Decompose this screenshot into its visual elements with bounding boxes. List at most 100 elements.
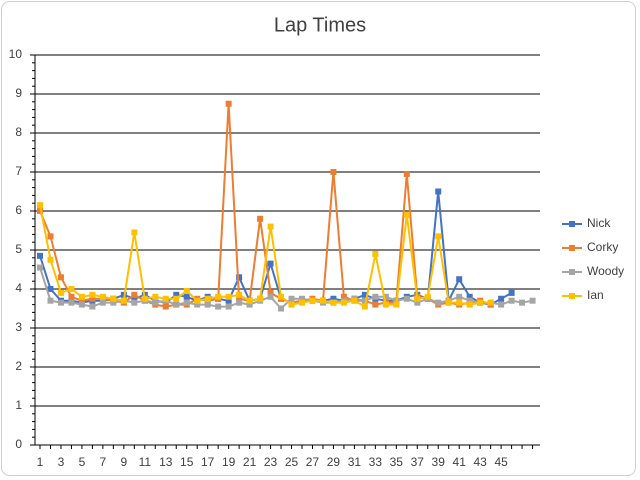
- x-tick-label: 3: [58, 455, 65, 469]
- legend-marker: [569, 269, 575, 275]
- data-point: [89, 291, 96, 298]
- y-tick-label: 4: [15, 281, 22, 295]
- x-tick-label: 23: [264, 455, 278, 469]
- data-point: [47, 286, 54, 292]
- data-point: [183, 299, 190, 306]
- x-tick-label: 7: [100, 455, 107, 469]
- y-tick-label: 3: [15, 320, 22, 334]
- x-tick-label: 27: [306, 455, 320, 469]
- data-point: [89, 295, 96, 302]
- data-point: [225, 297, 232, 304]
- data-point: [403, 211, 410, 218]
- y-tick-label: 5: [15, 242, 22, 256]
- data-point: [131, 291, 138, 298]
- data-point: [225, 293, 232, 300]
- x-tick-label: 33: [369, 455, 383, 469]
- data-point: [361, 297, 368, 304]
- data-point: [299, 299, 305, 306]
- legend-label: Woody: [587, 264, 624, 278]
- x-tick-label: 5: [79, 455, 86, 469]
- data-point: [120, 297, 127, 304]
- data-point: [508, 289, 515, 296]
- data-point: [288, 301, 295, 308]
- data-point: [414, 299, 421, 306]
- legend-label: Ian: [587, 288, 604, 302]
- data-point: [173, 291, 180, 298]
- data-point: [519, 299, 526, 306]
- data-point: [37, 252, 43, 259]
- data-point: [99, 299, 106, 306]
- data-point: [424, 293, 431, 300]
- y-tick-label: 9: [15, 86, 22, 100]
- legend-marker: [569, 221, 575, 227]
- data-point: [57, 289, 64, 296]
- data-point: [299, 295, 305, 302]
- y-tick-label: 7: [15, 164, 22, 178]
- data-point: [288, 295, 295, 302]
- data-point: [225, 303, 232, 310]
- data-point: [99, 293, 106, 300]
- data-point: [267, 260, 274, 267]
- data-point: [78, 301, 85, 308]
- x-tick-label: 43: [473, 455, 487, 469]
- data-point: [89, 303, 96, 310]
- data-point: [267, 293, 274, 300]
- data-point: [508, 297, 515, 304]
- data-point: [152, 299, 159, 306]
- data-point: [173, 301, 180, 308]
- data-point: [57, 299, 64, 306]
- x-tick-label: 15: [180, 455, 194, 469]
- y-tick-label: 2: [15, 359, 22, 373]
- x-tick-label: 45: [494, 455, 508, 469]
- x-tick-label: 11: [139, 455, 152, 469]
- y-tick-label: 8: [15, 125, 22, 139]
- data-point: [204, 301, 211, 308]
- data-point: [236, 295, 243, 302]
- data-point: [330, 169, 337, 175]
- x-tick-label: 9: [120, 455, 127, 469]
- data-point: [236, 299, 243, 306]
- x-tick-label: 1: [37, 455, 44, 469]
- data-point: [47, 233, 54, 240]
- data-point: [215, 293, 222, 300]
- x-tick-label: 25: [285, 455, 299, 469]
- x-tick-label: 17: [201, 455, 215, 469]
- data-point: [372, 250, 379, 257]
- data-point: [183, 293, 190, 300]
- data-point: [110, 295, 117, 302]
- data-point: [194, 297, 201, 304]
- data-point: [246, 297, 253, 304]
- data-point: [131, 229, 138, 236]
- data-point: [477, 299, 484, 306]
- data-point: [68, 293, 75, 300]
- data-point: [487, 299, 494, 306]
- data-point: [236, 274, 243, 281]
- data-point: [456, 276, 463, 283]
- data-point: [372, 293, 379, 300]
- data-point: [131, 295, 138, 302]
- x-tick-label: 29: [327, 455, 341, 469]
- data-point: [361, 303, 368, 310]
- data-point: [435, 233, 442, 240]
- data-point: [225, 100, 232, 107]
- data-point: [215, 303, 222, 310]
- data-point: [435, 299, 442, 306]
- data-point: [340, 299, 347, 306]
- y-tick-label: 0: [15, 437, 22, 451]
- data-point: [246, 301, 253, 308]
- data-point: [278, 305, 285, 312]
- y-tick-label: 1: [15, 398, 22, 412]
- chart-title: Lap Times: [274, 14, 366, 36]
- x-tick-label: 41: [453, 455, 467, 469]
- y-tick-label: 10: [9, 47, 23, 61]
- data-point: [162, 303, 169, 310]
- data-point: [37, 264, 43, 271]
- data-point: [340, 293, 347, 300]
- data-point: [372, 301, 379, 308]
- data-point: [78, 297, 85, 304]
- data-point: [466, 293, 473, 300]
- data-point: [466, 301, 473, 308]
- data-point: [351, 297, 358, 304]
- data-point: [498, 301, 505, 308]
